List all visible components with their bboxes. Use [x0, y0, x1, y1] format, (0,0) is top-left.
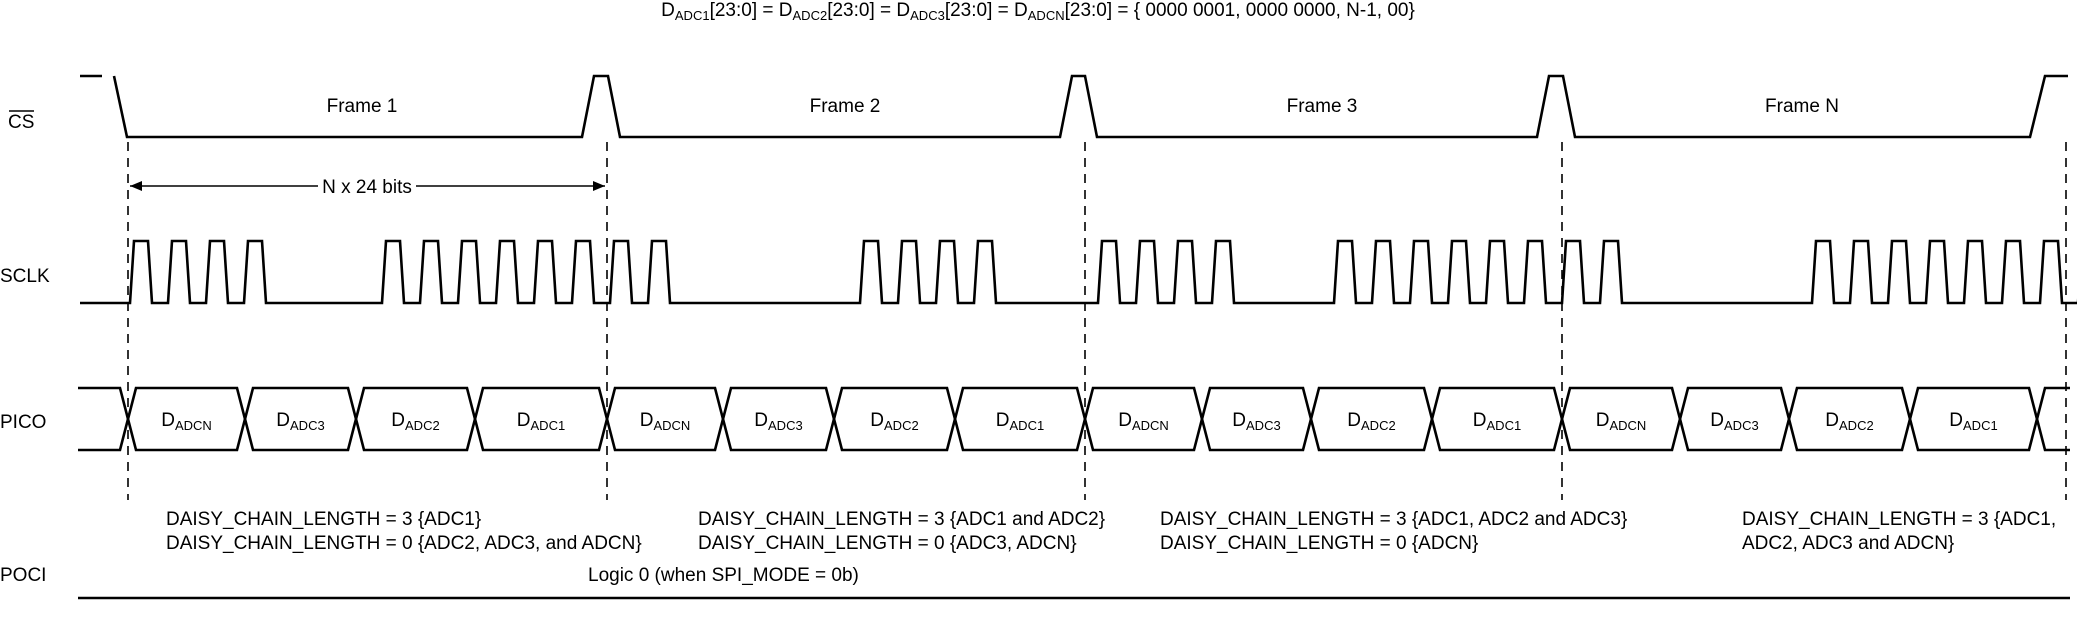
- daisy-chain-note-4-line-2: ADC2, ADC3 and ADCN}: [1742, 533, 1954, 554]
- cs-waveform: [112, 74, 2068, 139]
- frame-1-label: Frame 1: [327, 96, 398, 117]
- bits-length-label: N x 24 bits: [322, 177, 412, 198]
- poci-signal-label: POCI: [0, 565, 46, 586]
- pico-word-f3-4: DADC1: [1473, 410, 1521, 433]
- sclk-waveform: [102, 239, 2077, 305]
- pico-word-f3-1: DADCN: [1118, 410, 1169, 433]
- equation-rest-2: [23:0] =: [945, 0, 1014, 21]
- pico-word-f1-2: DADC3: [276, 410, 324, 433]
- equation-rest-3: [23:0] = { 0000 0001, 0000 0000, N-1, 00…: [1065, 0, 1415, 21]
- bits-arrowhead-left: [130, 181, 142, 191]
- pico-data-words: DADCN DADC3 DADC2 DADC1 DADCN DADC3 DADC2 DADC1…: [78, 386, 2070, 452]
- daisy-chain-note-1-line-1: DAISY_CHAIN_LENGTH = 3 {ADC1}: [166, 509, 481, 530]
- equation-subscript-0: ADC1: [675, 8, 710, 23]
- pico-word-f2-3: DADC2: [870, 410, 918, 433]
- daisy-chain-notes: DAISY_CHAIN_LENGTH = 3 {ADC1} DAISY_CHAIN…: [166, 509, 2056, 554]
- equation-base-0: D: [661, 0, 675, 21]
- bits-arrowhead-right: [593, 181, 605, 191]
- daisy-chain-equation: DADC1[23:0] = DADC2[23:0] = DADC3[23:0] …: [661, 0, 1415, 23]
- pico-trailing-cell: [2035, 386, 2070, 452]
- sclk-signal-label: SCLK: [0, 266, 50, 287]
- daisy-chain-note-2-line-2: DAISY_CHAIN_LENGTH = 0 {ADC3, ADCN}: [698, 533, 1077, 554]
- pico-word-f4-3: DADC2: [1825, 410, 1873, 433]
- frame-2-label: Frame 2: [810, 96, 881, 117]
- pico-word-f3-3: DADC2: [1347, 410, 1395, 433]
- pico-word-f2-1: DADCN: [640, 410, 691, 433]
- equation-rest-0: [23:0] =: [710, 0, 779, 21]
- equation-subscript-2: ADC3: [910, 8, 945, 23]
- pico-word-f2-4: DADC1: [996, 410, 1044, 433]
- pico-lead-in: [78, 386, 130, 452]
- pico-word-f1-1: DADCN: [161, 410, 212, 433]
- poci-value-label: Logic 0 (when SPI_MODE = 0b): [588, 565, 859, 586]
- equation-base-2: D: [896, 0, 910, 21]
- pico-word-f4-2: DADC3: [1710, 410, 1758, 433]
- pico-word-f1-4: DADC1: [517, 410, 565, 433]
- pico-signal-label: PICO: [0, 412, 46, 433]
- daisy-chain-note-4-line-1: DAISY_CHAIN_LENGTH = 3 {ADC1,: [1742, 509, 2056, 530]
- pico-word-f3-2: DADC3: [1232, 410, 1280, 433]
- pico-word-f4-4: DADC1: [1949, 410, 1997, 433]
- equation-subscript-1: ADC2: [793, 8, 828, 23]
- pico-word-f1-3: DADC2: [391, 410, 439, 433]
- daisy-chain-note-3-line-2: DAISY_CHAIN_LENGTH = 0 {ADCN}: [1160, 533, 1478, 554]
- equation-base-1: D: [779, 0, 793, 21]
- equation-subscript-3: ADCN: [1028, 8, 1065, 23]
- frame-3-label: Frame 3: [1287, 96, 1358, 117]
- equation-rest-1: [23:0] =: [827, 0, 896, 21]
- cs-signal-label: CS: [8, 112, 34, 133]
- daisy-chain-note-2-line-1: DAISY_CHAIN_LENGTH = 3 {ADC1 and ADC2}: [698, 509, 1105, 530]
- daisy-chain-note-3-line-1: DAISY_CHAIN_LENGTH = 3 {ADC1, ADC2 and A…: [1160, 509, 1627, 530]
- daisy-chain-note-1-line-2: DAISY_CHAIN_LENGTH = 0 {ADC2, ADC3, and …: [166, 533, 642, 554]
- frame-n-label: Frame N: [1765, 96, 1839, 117]
- pico-word-f4-1: DADCN: [1596, 410, 1647, 433]
- equation-base-3: D: [1014, 0, 1028, 21]
- pico-word-f2-2: DADC3: [754, 410, 802, 433]
